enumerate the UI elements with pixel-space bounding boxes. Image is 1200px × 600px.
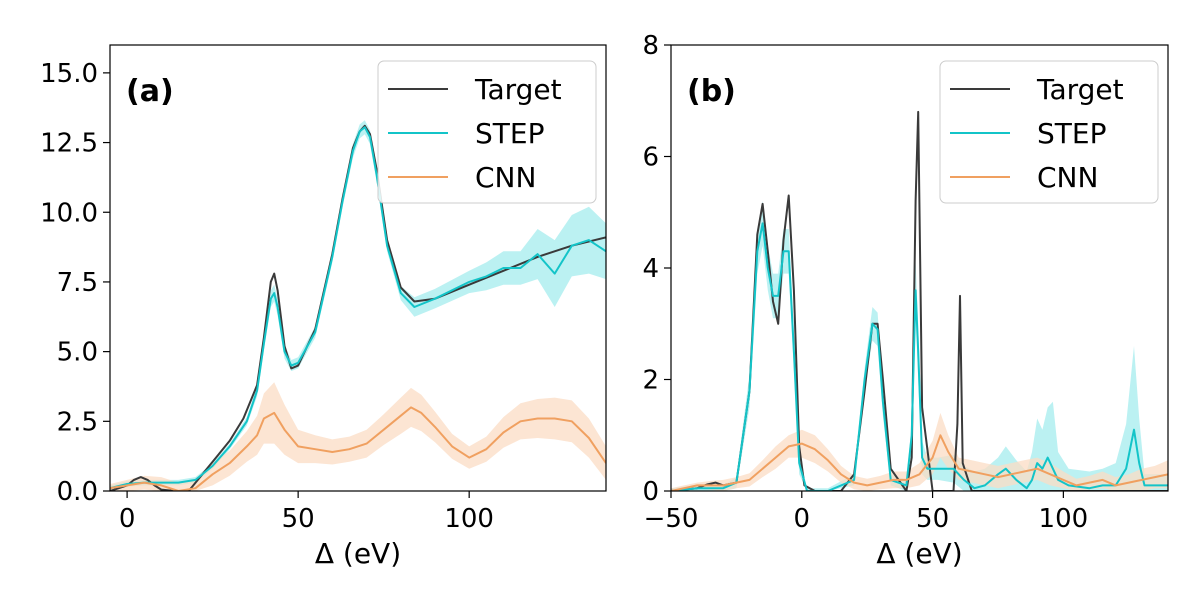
legend-label-target: Target — [474, 73, 562, 106]
x-tick-label: 50 — [282, 504, 315, 534]
x-tick-label: 100 — [1039, 504, 1089, 534]
legend-label-step: STEP — [475, 117, 544, 150]
x-tick-label: 100 — [444, 504, 494, 534]
legend-box — [939, 60, 1159, 204]
legend: Target STEP CNN — [939, 60, 1159, 204]
y-tick-label: 0 — [642, 477, 659, 507]
y-tick-label: 2 — [642, 366, 659, 396]
plot-area — [671, 110, 1168, 491]
x-tick-label: 0 — [119, 504, 136, 534]
legend-label-step: STEP — [1037, 117, 1106, 150]
y-tick-label: 12.5 — [40, 129, 98, 159]
y-tick-label: 0.0 — [57, 477, 98, 507]
legend-box — [377, 60, 597, 204]
y-tick-label: 2.5 — [57, 407, 98, 437]
y-tick-label: 4 — [642, 254, 659, 284]
legend-label-cnn: CNN — [475, 161, 536, 194]
legend-label-target: Target — [1036, 73, 1124, 106]
series-line-step — [110, 126, 606, 490]
y-tick-label: 10.0 — [40, 198, 98, 228]
y-tick-label: 15.0 — [40, 59, 98, 89]
x-tick-label: −50 — [644, 504, 699, 534]
series-line-cnn — [671, 434, 1168, 491]
x-axis-label: Δ (eV) — [315, 537, 401, 570]
x-tick-label: 50 — [916, 504, 949, 534]
y-tick-label: 6 — [642, 143, 659, 173]
axes-frame — [109, 44, 607, 492]
series-band-cnn — [110, 382, 606, 491]
series-band-step — [671, 201, 1168, 491]
legend: Target STEP CNN — [377, 60, 597, 204]
panel-label: (a) — [126, 74, 174, 109]
legend-label-cnn: CNN — [1037, 161, 1098, 194]
series-line-step — [671, 222, 1168, 491]
plot-area — [110, 120, 606, 491]
y-tick-label: 5.0 — [57, 338, 98, 368]
chart-panel-1: 0 50 100 0.0 2.5 5.0 7.5 10.0 12.5 15.0 Δ (eV) (a) T… — [40, 44, 607, 570]
y-tick-label: 8 — [642, 31, 659, 61]
x-tick-label: 0 — [794, 504, 811, 534]
y-tick-label: 7.5 — [57, 268, 98, 298]
series-line-cnn — [110, 406, 606, 491]
x-axis-label: Δ (eV) — [876, 537, 962, 570]
panel-label: (b) — [687, 74, 736, 109]
